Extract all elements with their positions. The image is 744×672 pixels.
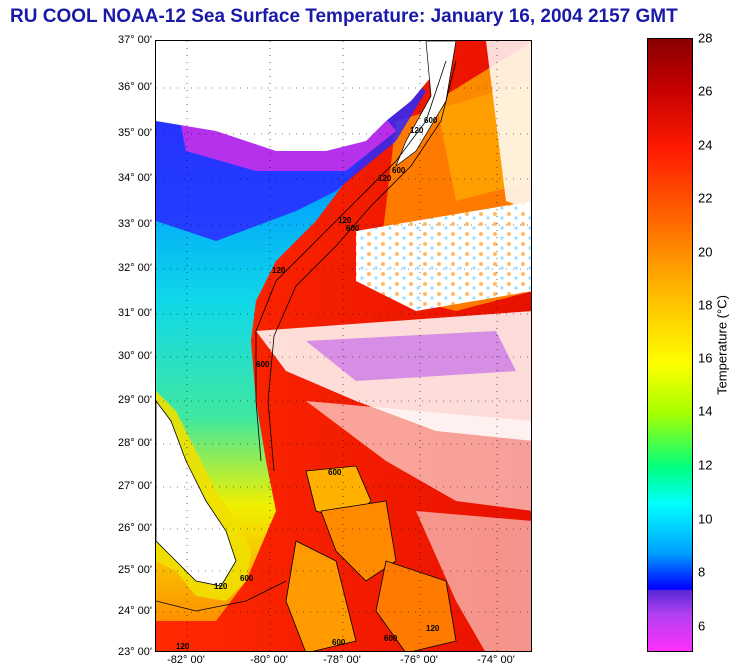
contour-label: 600 (384, 634, 398, 643)
sst-map-svg: 120 600 120 600 120 600 120 120 600 600 … (156, 41, 531, 651)
contour-label: 600 (256, 360, 270, 369)
lat-label: 36° 00' (117, 81, 152, 93)
colorbar-tick: 14 (698, 403, 713, 419)
lat-label: 23° 00' (117, 646, 152, 658)
colorbar-tick: 24 (698, 137, 713, 153)
contour-label: 120 (426, 624, 440, 633)
contour-label: 600 (240, 574, 254, 583)
bahamas-bank (285, 540, 357, 651)
colorbar-tick: 12 (698, 457, 713, 473)
lat-label: 30° 00' (117, 350, 152, 362)
lon-label: -80° 00' (250, 654, 288, 666)
colorbar-tick: 22 (698, 190, 713, 206)
colorbar-label: Temperature (°C) (714, 295, 730, 395)
lat-label: 35° 00' (117, 127, 152, 139)
contour-label: 120 (410, 126, 424, 135)
contour-label: 120 (338, 216, 352, 225)
lat-label: 24° 00' (117, 605, 152, 617)
lat-label: 29° 00' (117, 394, 152, 406)
contour-label: 600 (424, 116, 438, 125)
isobath-120-south (156, 580, 287, 612)
lat-label: 26° 00' (117, 522, 152, 534)
land-outer-banks (395, 41, 457, 168)
isobath-120 (255, 60, 447, 462)
contour-label: 120 (214, 582, 228, 591)
land-florida (156, 400, 237, 587)
lon-label: -74° 00' (477, 654, 515, 666)
bahamas-bank (375, 560, 457, 651)
colorbar-tick: 8 (698, 564, 706, 580)
land-carolinas (156, 41, 436, 151)
colorbar-tick: 10 (698, 511, 713, 527)
colorbar-tick: 18 (698, 297, 713, 313)
lon-label: -82° 00' (167, 654, 205, 666)
sst-map: 120 600 120 600 120 600 120 120 600 600 … (155, 40, 532, 652)
temperature-colorbar (647, 38, 693, 652)
contour-label: 120 (272, 266, 286, 275)
contour-label: 120 (378, 174, 392, 183)
lon-label: -76° 00' (400, 654, 438, 666)
lat-label: 31° 00' (117, 307, 152, 319)
contour-label: 600 (332, 638, 346, 647)
map-title: RU COOL NOAA-12 Sea Surface Temperature:… (10, 6, 678, 27)
lat-label: 32° 00' (117, 262, 152, 274)
lat-label: 33° 00' (117, 218, 152, 230)
lat-label: 25° 00' (117, 564, 152, 576)
cloud-field (306, 401, 531, 511)
colorbar-tick: 26 (698, 83, 713, 99)
cloud-field (356, 201, 531, 311)
lat-label: 28° 00' (117, 437, 152, 449)
lon-label: -78° 00' (323, 654, 361, 666)
colorbar-tick: 20 (698, 244, 713, 260)
colorbar-tick: 28 (698, 30, 713, 46)
contour-label: 120 (176, 642, 190, 651)
colorbar-tick: 6 (698, 618, 706, 634)
lat-label: 27° 00' (117, 480, 152, 492)
contour-label: 600 (346, 224, 360, 233)
colorbar-tick: 16 (698, 350, 713, 366)
cold-streak (306, 331, 516, 381)
isobath-600 (267, 60, 457, 472)
lat-label: 34° 00' (117, 172, 152, 184)
contour-label: 600 (392, 166, 406, 175)
contour-label: 600 (328, 468, 342, 477)
lat-label: 37° 00' (117, 34, 152, 46)
cloud-field (416, 511, 531, 651)
